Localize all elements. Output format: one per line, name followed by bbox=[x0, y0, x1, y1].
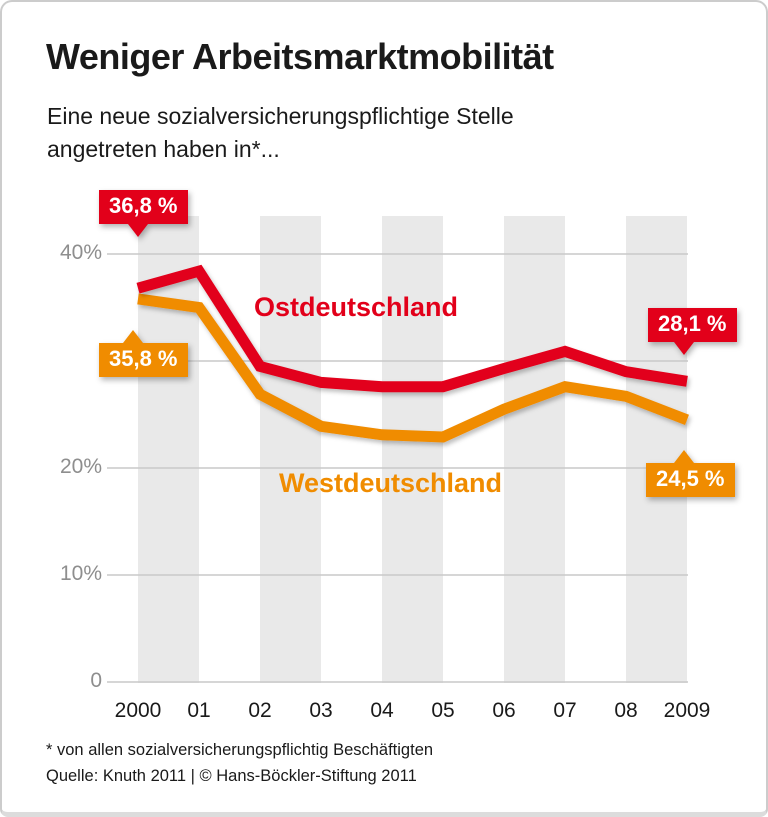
chart-subtitle: Eine neue sozialversicherungspflichtige … bbox=[47, 100, 514, 166]
background-stripe bbox=[138, 216, 199, 683]
x-tick-label-07: 07 bbox=[553, 699, 577, 722]
y-tick-label-40: 40% bbox=[59, 241, 102, 264]
background-stripe bbox=[504, 216, 565, 683]
x-tick-label-05: 05 bbox=[431, 699, 455, 722]
y-tick-label-20: 20% bbox=[59, 455, 102, 478]
background-stripe bbox=[626, 216, 687, 683]
x-tick-label-03: 03 bbox=[309, 699, 333, 722]
x-tick-label-01: 01 bbox=[187, 699, 211, 722]
y-tick-label-10: 10% bbox=[59, 562, 102, 585]
page-title: Weniger Arbeitsmarktmobilität bbox=[46, 36, 554, 77]
x-tick-label-02: 02 bbox=[248, 699, 272, 722]
line-westdeutschland bbox=[137, 293, 689, 443]
annotation-west-2000: 35,8 % bbox=[99, 330, 188, 377]
x-tick-label-04: 04 bbox=[370, 699, 394, 722]
annotation-ost-2009: 28,1 % bbox=[648, 308, 737, 355]
series-label-ostdeutschland: Ostdeutschland bbox=[254, 292, 459, 322]
x-tick-label-08: 08 bbox=[614, 699, 638, 722]
y-tick-label-0: 0 bbox=[90, 669, 102, 692]
line-ostdeutschland bbox=[136, 264, 688, 393]
background-stripe bbox=[382, 216, 443, 683]
subtitle-line-2: angetreten haben in*... bbox=[47, 136, 280, 162]
x-tick-label-2009: 2009 bbox=[663, 699, 711, 722]
background-stripe bbox=[260, 216, 321, 683]
annotation-west-2009: 24,5 % bbox=[646, 450, 735, 497]
x-tick-label-06: 06 bbox=[492, 699, 516, 722]
footnote: * von allen sozialversicherungspflichtig… bbox=[46, 741, 434, 759]
x-tick-label-2000: 2000 bbox=[114, 699, 162, 722]
annotation-ost-2000: 36,8 % bbox=[99, 190, 188, 237]
source-credit: Quelle: Knuth 2011 | © Hans-Böckler-Stif… bbox=[46, 767, 417, 785]
subtitle-line-1: Eine neue sozialversicherungspflichtige … bbox=[47, 103, 514, 129]
series-label-westdeutschland: Westdeutschland bbox=[279, 468, 503, 498]
